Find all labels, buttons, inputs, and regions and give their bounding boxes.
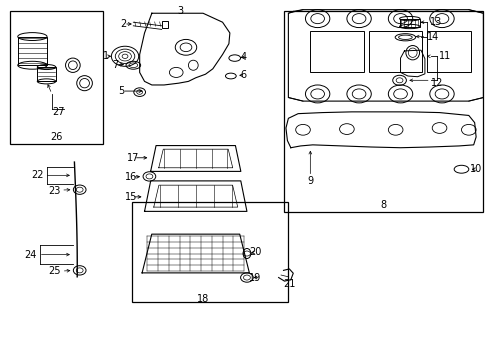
Text: 13: 13 xyxy=(429,17,441,27)
Text: 24: 24 xyxy=(24,249,36,260)
Bar xyxy=(18,37,47,65)
Bar xyxy=(283,12,483,212)
Text: 11: 11 xyxy=(438,51,450,61)
Text: 1: 1 xyxy=(102,51,108,61)
Bar xyxy=(399,19,419,27)
Polygon shape xyxy=(150,145,241,171)
Polygon shape xyxy=(142,234,249,273)
Text: 26: 26 xyxy=(50,132,63,142)
Text: 19: 19 xyxy=(248,273,261,283)
Text: 12: 12 xyxy=(430,78,443,88)
Text: 4: 4 xyxy=(240,52,246,62)
Bar xyxy=(37,67,56,81)
Text: 7: 7 xyxy=(112,59,118,69)
Text: 15: 15 xyxy=(125,192,137,202)
Polygon shape xyxy=(288,10,483,101)
Bar xyxy=(368,31,422,72)
Bar xyxy=(132,202,288,302)
Text: 9: 9 xyxy=(306,176,313,186)
Text: 23: 23 xyxy=(48,186,61,196)
Bar xyxy=(427,31,470,72)
Text: 3: 3 xyxy=(177,6,183,17)
Text: 8: 8 xyxy=(380,200,386,210)
Text: 18: 18 xyxy=(197,294,209,304)
Text: 27: 27 xyxy=(52,107,64,117)
Text: 17: 17 xyxy=(127,153,139,163)
Bar xyxy=(10,12,103,144)
Text: 16: 16 xyxy=(125,172,137,182)
Text: 21: 21 xyxy=(283,279,295,289)
Text: 14: 14 xyxy=(426,32,438,41)
Text: 5: 5 xyxy=(118,86,124,96)
Text: 25: 25 xyxy=(48,266,61,276)
Bar xyxy=(161,21,168,28)
Text: 2: 2 xyxy=(120,19,126,29)
Bar xyxy=(310,31,363,72)
Text: 22: 22 xyxy=(31,170,43,180)
Text: 6: 6 xyxy=(240,70,246,80)
Text: 20: 20 xyxy=(248,247,261,257)
Polygon shape xyxy=(144,181,246,211)
Text: 10: 10 xyxy=(469,164,481,174)
